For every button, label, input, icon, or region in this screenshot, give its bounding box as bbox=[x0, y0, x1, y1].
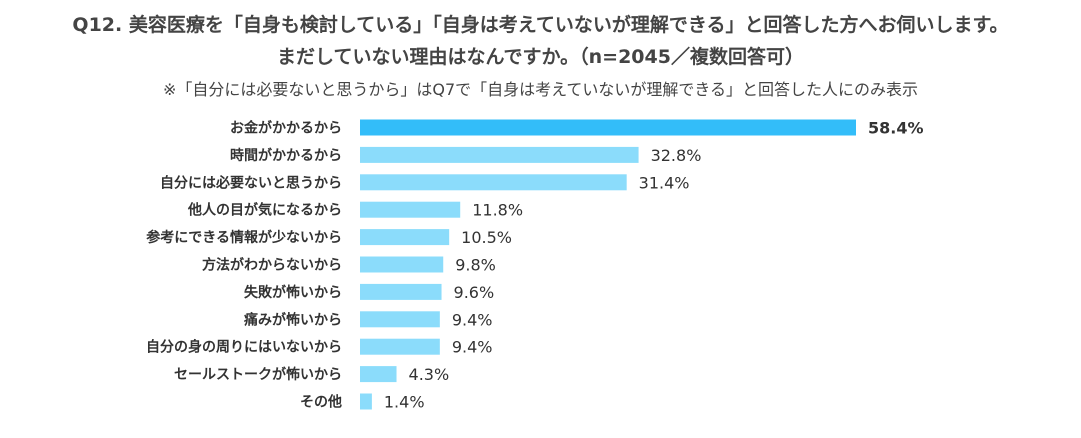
bar bbox=[360, 146, 639, 163]
value-label: 32.8% bbox=[651, 146, 702, 165]
value-label: 1.4% bbox=[384, 393, 425, 412]
chart-title-line-2: まだしていない理由はなんですか。（n=2045／複数回答可） bbox=[277, 46, 804, 68]
category-label: 失敗が怖いから bbox=[244, 284, 342, 301]
bar bbox=[360, 311, 440, 328]
value-label: 31.4% bbox=[639, 173, 690, 192]
value-label: 9.4% bbox=[452, 310, 493, 329]
category-label: お金がかかるから bbox=[230, 120, 342, 137]
category-label: 自分には必要ないと思うから bbox=[160, 174, 342, 191]
bar bbox=[360, 338, 440, 355]
category-label: 参考にできる情報が少ないから bbox=[146, 229, 342, 246]
value-label: 9.8% bbox=[455, 256, 496, 275]
value-label: 10.5% bbox=[461, 228, 512, 247]
bar bbox=[360, 174, 627, 191]
bar bbox=[360, 119, 856, 136]
bar bbox=[360, 201, 461, 218]
chart-title-line-1: Q12. 美容医療を「自身も検討している」「自身は考えていないが理解できる」と回… bbox=[72, 14, 1009, 36]
category-label: 他人の目が気になるから bbox=[187, 202, 342, 219]
category-label: 時間がかかるから bbox=[230, 147, 342, 164]
bar bbox=[360, 366, 397, 383]
category-label: 方法がわからないから bbox=[202, 257, 342, 274]
value-label: 9.6% bbox=[454, 283, 495, 302]
value-label: 11.8% bbox=[472, 201, 523, 220]
bar bbox=[360, 393, 372, 410]
category-label: セールストークが怖いから bbox=[174, 366, 342, 383]
chart-note: ※「自分には必要ないと思うから」はQ7で「自身は考えていないが理解できる」と回答… bbox=[162, 80, 919, 99]
value-label: 58.4% bbox=[868, 119, 924, 138]
category-label: その他 bbox=[300, 394, 342, 411]
value-label: 4.3% bbox=[409, 365, 450, 384]
category-label: 痛みが怖いから bbox=[243, 311, 342, 328]
bar bbox=[360, 256, 444, 273]
bar bbox=[360, 283, 442, 300]
bar bbox=[360, 229, 450, 246]
value-label: 9.4% bbox=[452, 338, 493, 357]
category-label: 自分の身の周りにはいないから bbox=[146, 339, 342, 356]
